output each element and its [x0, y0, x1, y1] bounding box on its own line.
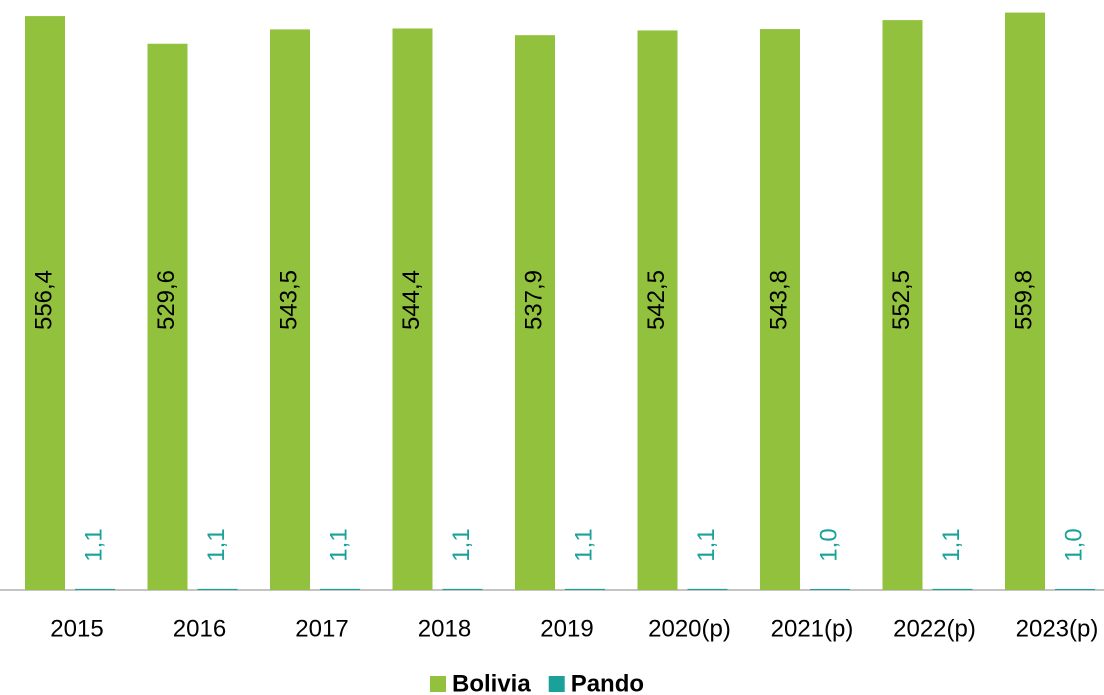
bar: [565, 588, 605, 590]
data-label: 542,5: [643, 270, 670, 330]
bar: [932, 588, 973, 590]
data-label: 1,1: [325, 528, 352, 561]
bar: [392, 28, 433, 591]
data-label: 1,0: [815, 528, 842, 561]
data-label: 556,4: [30, 270, 57, 330]
bar: [75, 588, 115, 590]
bar: [1055, 588, 1095, 590]
bar: [270, 29, 310, 591]
bar: [760, 29, 800, 591]
legend-swatch: [430, 676, 446, 692]
data-label: 552,5: [888, 270, 915, 330]
data-label: 1,0: [1060, 528, 1087, 561]
x-tick-label: 2017: [295, 615, 348, 642]
data-label: 543,8: [765, 270, 792, 330]
bar: [147, 43, 188, 591]
x-tick-label: 2020(p): [648, 615, 731, 642]
data-label: 1,1: [448, 528, 475, 561]
data-label: 1,1: [203, 528, 230, 561]
legend-label: Bolivia: [452, 670, 531, 695]
bar: [25, 16, 65, 591]
data-label: 1,1: [80, 528, 107, 561]
bar: [1005, 12, 1045, 590]
bar: [637, 30, 678, 590]
bar: [442, 588, 483, 590]
data-label: 543,5: [275, 270, 302, 330]
x-tick-label: 2022(p): [893, 615, 976, 642]
legend-swatch: [548, 676, 565, 692]
x-tick-label: 2021(p): [771, 615, 854, 642]
bar: [197, 588, 238, 590]
data-label: 559,8: [1010, 270, 1037, 330]
bar: [320, 588, 360, 590]
data-label: 529,6: [153, 270, 180, 330]
bar: [882, 20, 923, 590]
legend-label: Pando: [571, 670, 644, 695]
bar: [687, 588, 728, 590]
data-label: 544,4: [398, 270, 425, 330]
bar: [515, 35, 555, 590]
data-label: 1,1: [693, 528, 720, 561]
x-tick-label: 2019: [540, 615, 593, 642]
x-tick-label: 2016: [173, 615, 226, 642]
x-tick-label: 2015: [50, 615, 103, 642]
data-label: 1,1: [570, 528, 597, 561]
x-tick-label: 2023(p): [1016, 615, 1099, 642]
x-tick-label: 2018: [418, 615, 471, 642]
bar: [810, 588, 850, 590]
data-label: 1,1: [938, 528, 965, 561]
data-label: 537,9: [520, 270, 547, 330]
